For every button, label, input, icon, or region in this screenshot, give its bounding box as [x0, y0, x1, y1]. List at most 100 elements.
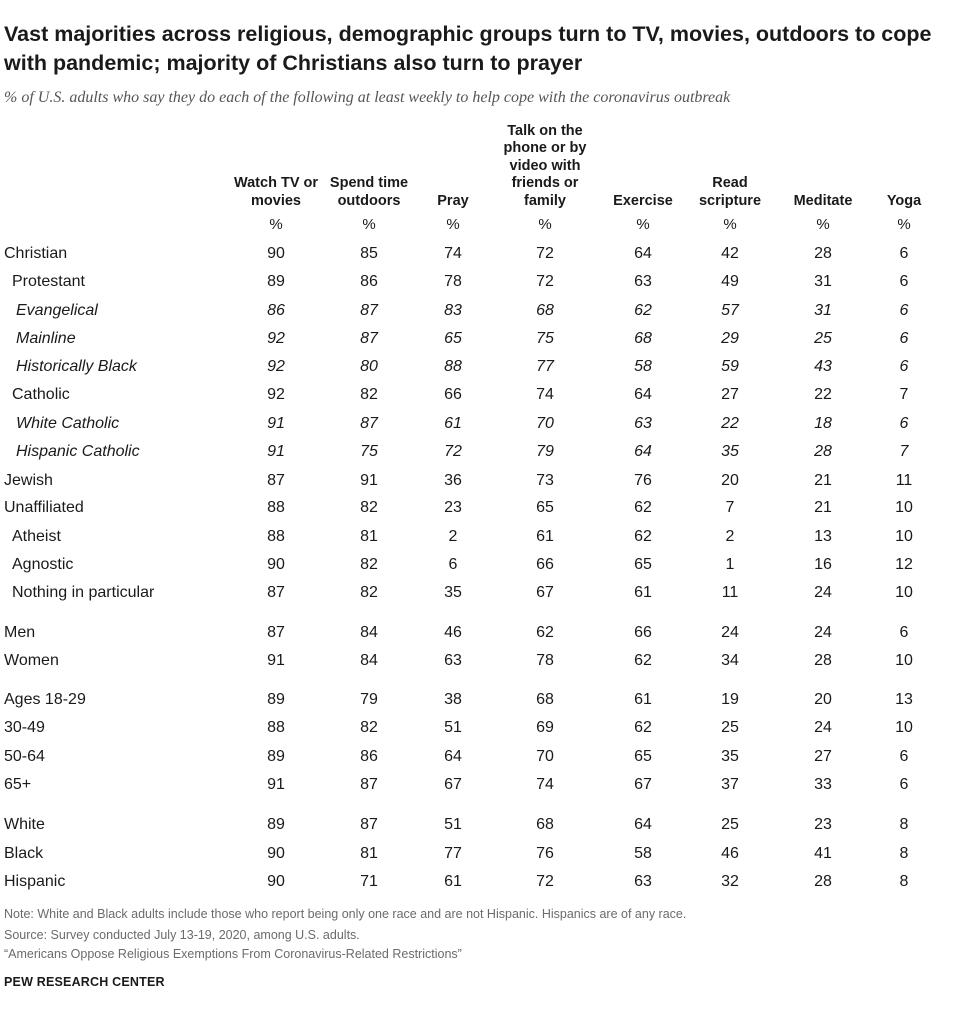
table-cell: 35 — [721, 443, 739, 460]
table-cell: 64 — [634, 443, 652, 460]
table-cell: 64 — [634, 245, 652, 262]
table-cell: 27 — [721, 386, 739, 403]
table-cell: 6 — [899, 776, 909, 793]
table-cell: 67 — [444, 776, 462, 793]
table-cell: 72 — [444, 443, 462, 460]
table-cell: 11 — [721, 584, 739, 601]
table-cell: 59 — [721, 358, 739, 375]
table-cell: 63 — [634, 873, 652, 890]
table-row: Christian 90 85 74 72 64 42 28 6 — [0, 243, 955, 265]
table-cell: 79 — [536, 443, 554, 460]
table-cell: 74 — [536, 776, 554, 793]
table-cell: 91 — [267, 415, 285, 432]
table-cell: 24 — [814, 584, 832, 601]
table-cell: 64 — [444, 748, 462, 765]
row-label: Catholic — [12, 386, 70, 403]
table-cell: 67 — [536, 584, 554, 601]
table-cell: 82 — [360, 719, 378, 736]
table-row: Hispanic 90 71 61 72 63 32 28 8 — [0, 871, 955, 893]
table-cell: 90 — [267, 873, 285, 890]
table-cell: 28 — [814, 873, 832, 890]
column-header-label: Exercise — [613, 192, 673, 209]
footnote-report: “Americans Oppose Religious Exemptions F… — [4, 947, 462, 961]
table-cell: 8 — [899, 845, 909, 862]
row-label: Agnostic — [12, 556, 74, 573]
table-cell: 11 — [895, 472, 913, 489]
table-cell: 13 — [814, 528, 832, 545]
table-cell: 62 — [634, 719, 652, 736]
table-cell: 46 — [444, 624, 462, 641]
table-row: 30-49 88 82 51 69 62 25 24 10 — [0, 717, 955, 739]
table-cell: 16 — [814, 556, 832, 573]
table-cell: 92 — [267, 358, 285, 375]
table-cell: 76 — [634, 472, 652, 489]
table-cell: 81 — [360, 845, 378, 862]
table-cell: 65 — [444, 330, 462, 347]
column-header-label: Spend time outdoors — [329, 175, 409, 209]
row-label: White Catholic — [16, 415, 120, 432]
table-cell: 84 — [360, 652, 378, 669]
table-cell: 79 — [360, 691, 378, 708]
column-header: Exercise — [599, 118, 687, 210]
table-row: Evangelical 86 87 83 68 62 57 31 6 — [0, 300, 955, 322]
table-cell: 66 — [444, 386, 462, 403]
footnote-note: Note: White and Black adults include tho… — [4, 907, 687, 921]
table-cell: 31 — [814, 273, 832, 290]
table-cell: 20 — [814, 691, 832, 708]
table-cell: 24 — [721, 624, 739, 641]
table-cell: 80 — [360, 358, 378, 375]
table-cell: 87 — [360, 816, 378, 833]
row-label: 50-64 — [4, 748, 45, 765]
table-cell: 91 — [360, 472, 378, 489]
table-cell: 61 — [444, 415, 462, 432]
table-cell: 92 — [267, 386, 285, 403]
table-cell: 12 — [895, 556, 913, 573]
table-cell: 10 — [895, 528, 913, 545]
column-unit: % — [723, 216, 737, 233]
table-cell: 38 — [444, 691, 462, 708]
table-cell: 75 — [360, 443, 378, 460]
row-label: Jewish — [4, 472, 53, 489]
table-cell: 85 — [360, 245, 378, 262]
table-row: Historically Black 92 80 88 77 58 59 43 6 — [0, 356, 955, 378]
column-header-label: Read scripture — [698, 175, 762, 209]
table-cell: 87 — [360, 330, 378, 347]
column-header-label: Watch TV or movies — [233, 175, 319, 209]
table-cell: 89 — [267, 273, 285, 290]
table-cell: 46 — [721, 845, 739, 862]
table-cell: 41 — [814, 845, 832, 862]
table-cell: 20 — [721, 472, 739, 489]
table-cell: 49 — [721, 273, 739, 290]
table-row: Unaffiliated 88 82 23 65 62 7 21 10 — [0, 497, 955, 519]
table-cell: 88 — [267, 528, 285, 545]
table-cell: 89 — [267, 691, 285, 708]
column-header: Yoga — [874, 118, 934, 210]
table-cell: 71 — [360, 873, 378, 890]
table-cell: 66 — [634, 624, 652, 641]
table-cell: 62 — [634, 499, 652, 516]
table-cell: 7 — [725, 499, 735, 516]
table-cell: 87 — [267, 584, 285, 601]
row-label: 30-49 — [4, 719, 45, 736]
row-label: Mainline — [16, 330, 76, 347]
row-label: Ages 18-29 — [4, 691, 86, 708]
row-label: Women — [4, 652, 59, 669]
table-cell: 2 — [725, 528, 735, 545]
table-cell: 10 — [895, 499, 913, 516]
table-cell: 84 — [360, 624, 378, 641]
table-cell: 91 — [267, 652, 285, 669]
table-cell: 82 — [360, 584, 378, 601]
table-cell: 90 — [267, 845, 285, 862]
table-cell: 8 — [899, 816, 909, 833]
row-label: 65+ — [4, 776, 32, 793]
column-header: Pray — [423, 118, 483, 210]
table-row: Men 87 84 46 62 66 24 24 6 — [0, 622, 955, 644]
table-cell: 87 — [360, 302, 378, 319]
row-label: Nothing in particular — [12, 584, 155, 601]
table-cell: 28 — [814, 443, 832, 460]
table-cell: 7 — [899, 386, 909, 403]
table-row: Mainline 92 87 65 75 68 29 25 6 — [0, 328, 955, 350]
table-row: Atheist 88 81 2 61 62 2 13 10 — [0, 526, 955, 548]
table-cell: 25 — [814, 330, 832, 347]
table-cell: 61 — [634, 584, 652, 601]
